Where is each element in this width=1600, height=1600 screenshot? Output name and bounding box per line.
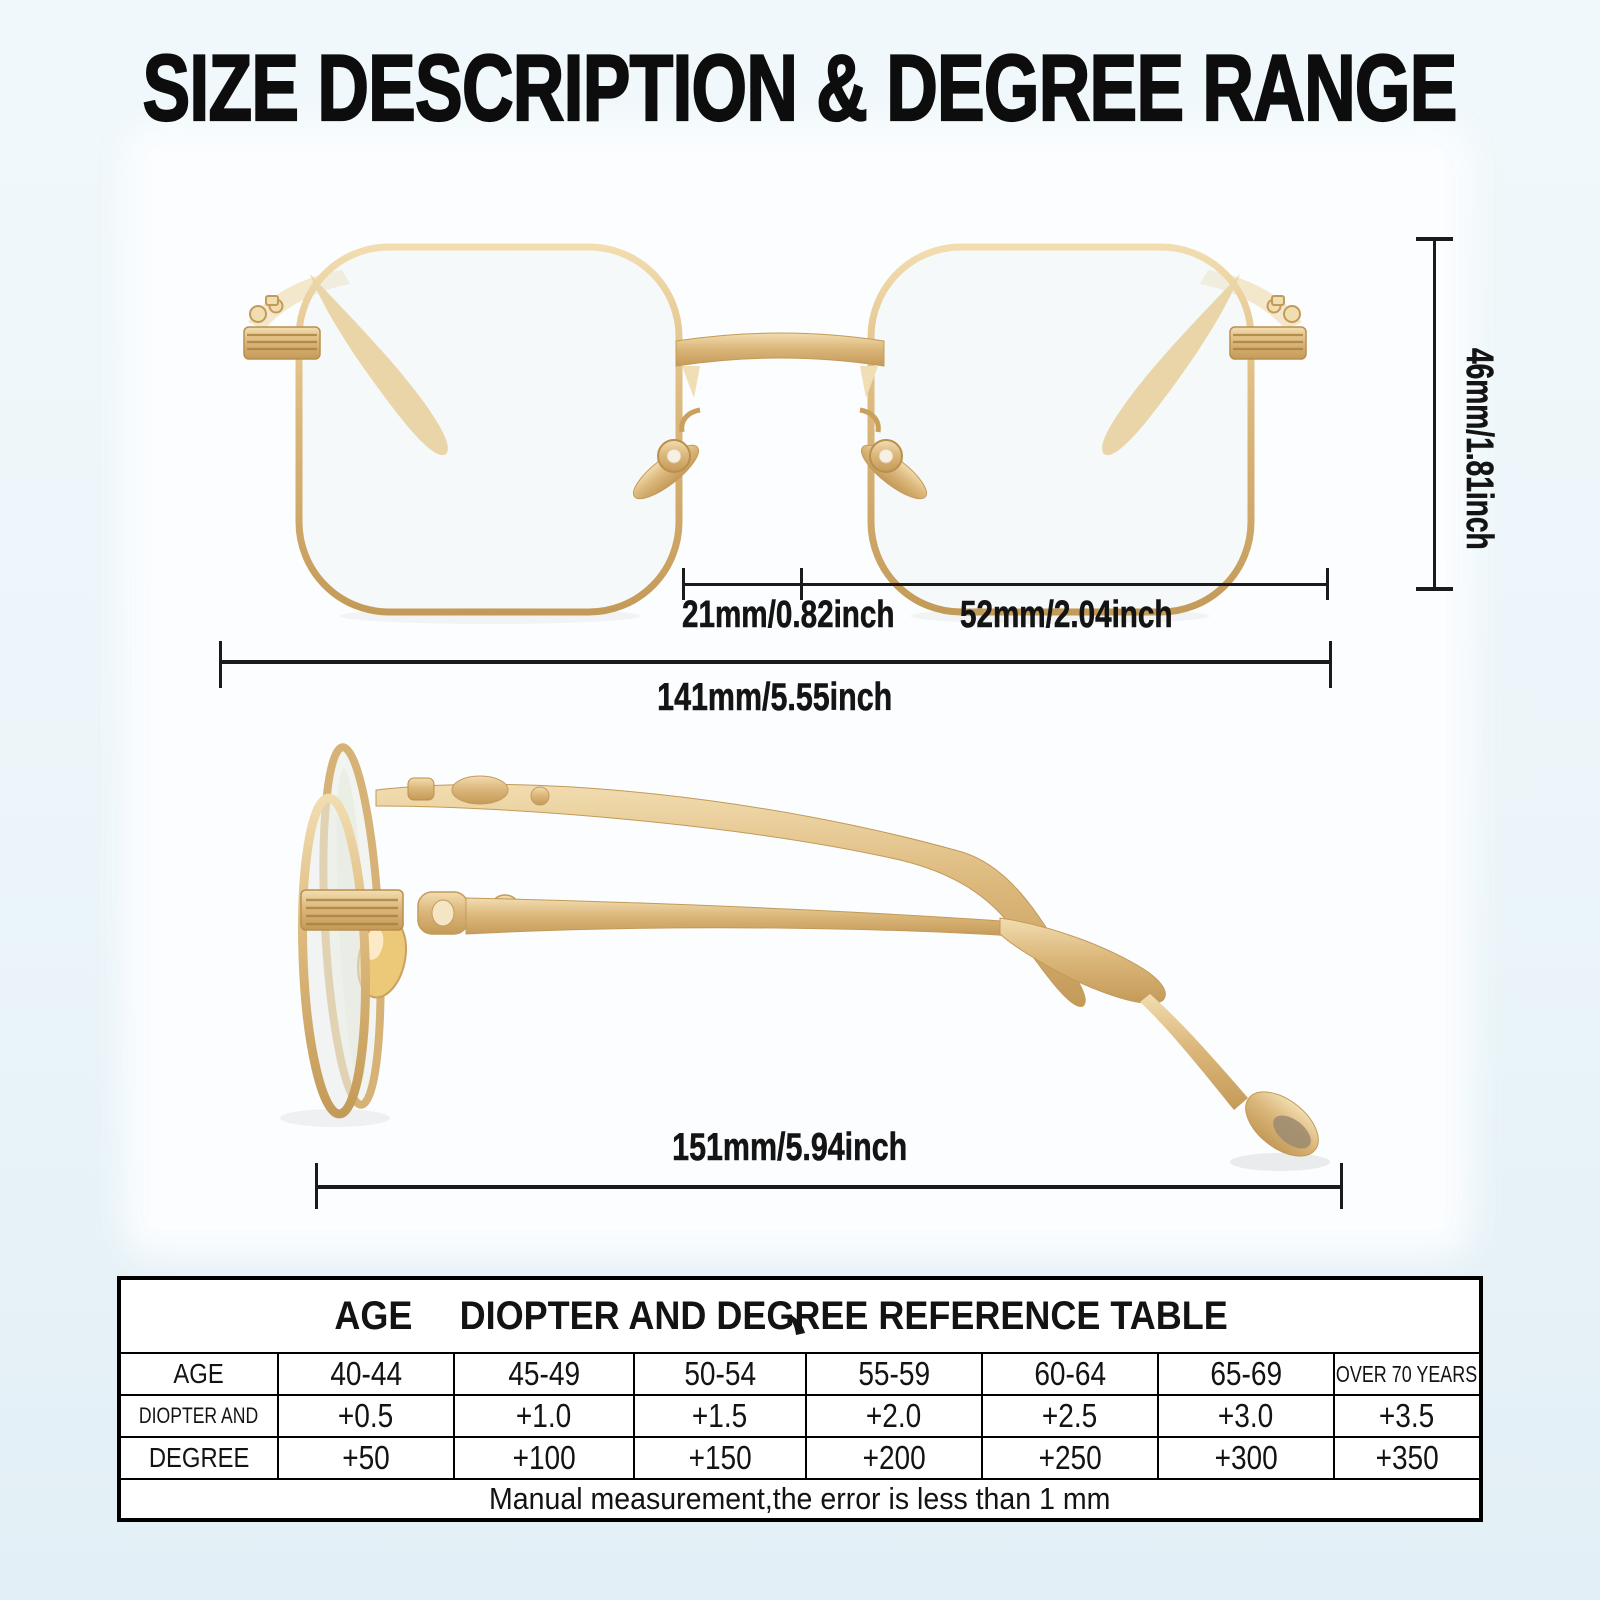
degree-cell: +100 — [453, 1436, 633, 1478]
glasses-side-view-image — [280, 743, 1330, 1171]
row-label-age: AGE — [121, 1352, 277, 1394]
frame-width-tick-right — [1329, 641, 1332, 688]
bridge-lens-dimension-line — [683, 583, 1328, 586]
age-cell: 50-54 — [633, 1352, 805, 1394]
diopter-cell: +1.0 — [453, 1394, 633, 1436]
degree-cell: +50 — [277, 1436, 453, 1478]
diopter-cell: +0.5 — [277, 1394, 453, 1436]
lens-height-bottom-cap — [1416, 587, 1453, 591]
diopter-cell: +2.0 — [805, 1394, 981, 1436]
degree-cell: +350 — [1333, 1436, 1479, 1478]
age-cell: 40-44 — [277, 1352, 453, 1394]
row-label-degree: DEGREE — [121, 1436, 277, 1478]
age-cell: 60-64 — [981, 1352, 1157, 1394]
row-label-diopter: DIOPTER AND — [121, 1394, 277, 1436]
lens-width-label: 52mm/2.04inch — [959, 594, 1173, 637]
bridge-tick-right — [1326, 568, 1329, 600]
frame-width-tick-left — [219, 641, 222, 688]
diopter-cell: +3.0 — [1157, 1394, 1333, 1436]
frame-width-dimension-line — [220, 660, 1332, 664]
degree-cell: +200 — [805, 1436, 981, 1478]
bridge-tick-middle — [800, 568, 803, 600]
bridge-tick-left — [682, 568, 685, 600]
page-title-text: SIZE DESCRIPTION & DEGREE RANGE — [142, 34, 1459, 141]
temple-length-dimension-line — [316, 1185, 1342, 1189]
age-cell: 45-49 — [453, 1352, 633, 1394]
age-cell: 65-69 — [1157, 1352, 1333, 1394]
table-footnote: Manual measurement,the error is less tha… — [121, 1478, 1479, 1518]
table-title-rest: DIOPTER AND DEGREE REFERENCE TABLE — [459, 1293, 1228, 1338]
age-cell: OVER 70 YEARS — [1333, 1352, 1479, 1394]
glasses-front-view-image — [243, 243, 1307, 624]
lens-height-label: 46mm/1.81inch — [1458, 348, 1501, 550]
bridge-width-label: 21mm/0.82inch — [681, 594, 895, 637]
degree-cell: +250 — [981, 1436, 1157, 1478]
temple-length-tick-right — [1340, 1163, 1343, 1209]
lens-height-top-cap — [1416, 237, 1453, 241]
diopter-cell: +1.5 — [633, 1394, 805, 1436]
degree-cell: +300 — [1157, 1436, 1333, 1478]
reference-table-title: AGE DIOPTER AND DEGREE REFERENCE TABLE — [121, 1280, 1479, 1352]
diopter-cell: +3.5 — [1333, 1394, 1479, 1436]
reference-table: AGE DIOPTER AND DEGREE REFERENCE TABLE A… — [117, 1276, 1483, 1522]
table-title-age: AGE — [334, 1293, 413, 1338]
age-cell: 55-59 — [805, 1352, 981, 1394]
page-title: SIZE DESCRIPTION & DEGREE RANGE — [0, 34, 1600, 141]
diopter-cell: +2.5 — [981, 1394, 1157, 1436]
lens-height-dimension-line — [1433, 238, 1436, 590]
degree-cell: +150 — [633, 1436, 805, 1478]
temple-length-label: 151mm/5.94inch — [672, 1126, 908, 1170]
frame-width-label: 141mm/5.55inch — [657, 676, 893, 720]
ideographic-comma-icon — [788, 1315, 805, 1335]
temple-length-tick-left — [315, 1163, 318, 1209]
